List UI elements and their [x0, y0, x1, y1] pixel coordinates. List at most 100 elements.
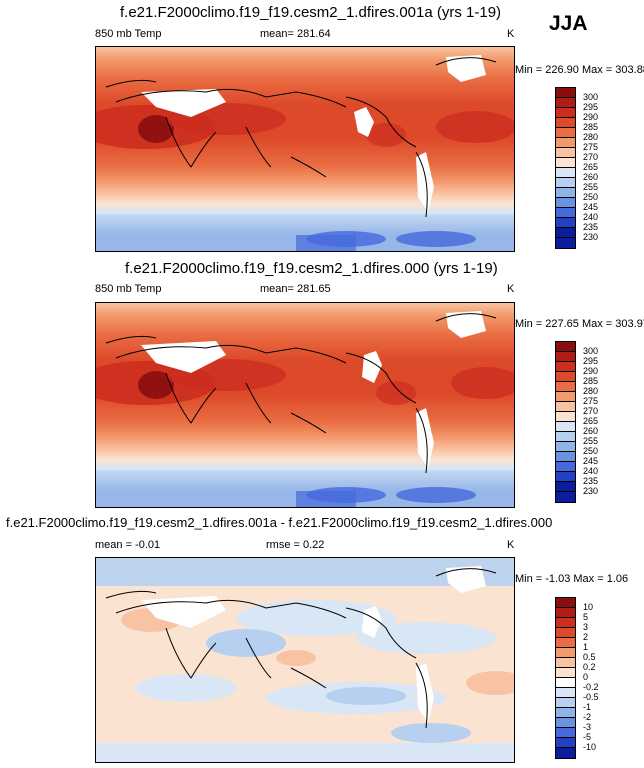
colorbar-swatch — [556, 178, 575, 188]
colorbar-tick-label: 235 — [583, 222, 599, 232]
colorbar-swatch — [556, 688, 575, 698]
colorbar-swatch — [556, 748, 575, 758]
colorbar-swatch — [556, 618, 575, 628]
colorbar-swatch — [556, 442, 575, 452]
colorbar-swatch — [556, 158, 575, 168]
colorbar-swatch — [556, 218, 575, 228]
colorbar-swatch — [556, 352, 575, 362]
panel-1-units-label: K — [507, 28, 515, 40]
colorbar-swatch — [556, 372, 575, 382]
panel-2-units-label: K — [507, 283, 515, 295]
colorbar-swatch — [556, 108, 575, 118]
colorbar-swatch — [556, 188, 575, 198]
colorbar-swatch — [556, 362, 575, 372]
colorbar-tick-label: 10 — [583, 602, 594, 612]
colorbar-tick-label: 270 — [583, 152, 599, 162]
panel-3-rmse-label: rmse = 0.22 — [266, 539, 325, 551]
panel-3-map-field — [96, 558, 514, 762]
colorbar-swatch — [556, 598, 575, 608]
colorbar-tick-label: 285 — [583, 122, 599, 132]
colorbar-swatch — [556, 708, 575, 718]
colorbar-tick-label: 0.5 — [583, 652, 596, 662]
colorbar-tick-label: 235 — [583, 476, 599, 486]
colorbar-tick-label: -5 — [583, 732, 592, 742]
panel-2-variable-label: 850 mb Temp — [95, 283, 162, 295]
colorbar-swatch — [556, 128, 575, 138]
colorbar-swatch — [556, 738, 575, 748]
colorbar-swatch — [556, 168, 575, 178]
colorbar-tick-label: 265 — [583, 416, 599, 426]
colorbar-swatch — [556, 678, 575, 688]
panel-3-colorbar — [555, 597, 576, 759]
colorbar-tick-label: 240 — [583, 212, 599, 222]
colorbar-swatch — [556, 432, 575, 442]
colorbar-tick-label: 255 — [583, 436, 599, 446]
colorbar-swatch — [556, 198, 575, 208]
colorbar-tick-label: 295 — [583, 356, 599, 366]
panel-1-variable-label: 850 mb Temp — [95, 28, 162, 40]
panel-3-mean-label: mean = -0.01 — [95, 539, 161, 551]
panel-2-title: f.e21.F2000climo.f19_f19.cesm2_1.dfires.… — [125, 260, 498, 277]
colorbar-swatch — [556, 638, 575, 648]
colorbar-tick-label: 0 — [583, 672, 589, 682]
panel-2-mean-label: mean= 281.65 — [260, 283, 331, 295]
colorbar-swatch — [556, 88, 575, 98]
colorbar-swatch — [556, 658, 575, 668]
colorbar-swatch — [556, 422, 575, 432]
colorbar-tick-label: -1 — [583, 702, 592, 712]
colorbar-tick-label: 5 — [583, 612, 589, 622]
colorbar-tick-label: 280 — [583, 132, 599, 142]
season-label: JJA — [549, 12, 588, 35]
panel-2-map — [95, 302, 515, 508]
panel-1-colorbar — [555, 87, 576, 249]
colorbar-swatch — [556, 452, 575, 462]
colorbar-swatch — [556, 648, 575, 658]
colorbar-tick-label: 255 — [583, 182, 599, 192]
colorbar-tick-label: -2 — [583, 712, 592, 722]
colorbar-swatch — [556, 608, 575, 618]
colorbar-tick-label: 290 — [583, 366, 599, 376]
panel-3-title: f.e21.F2000climo.f19_f19.cesm2_1.dfires.… — [6, 515, 553, 530]
panel-3-map — [95, 557, 515, 763]
colorbar-tick-label: 2 — [583, 632, 589, 642]
colorbar-tick-label: 300 — [583, 346, 599, 356]
colorbar-tick-label: 250 — [583, 192, 599, 202]
panel-2-minmax-label: Min = 227.65 Max = 303.97 — [515, 318, 644, 330]
colorbar-swatch — [556, 462, 575, 472]
colorbar-swatch — [556, 482, 575, 492]
colorbar-tick-label: 230 — [583, 232, 599, 242]
colorbar-swatch — [556, 98, 575, 108]
colorbar-tick-label: 245 — [583, 456, 599, 466]
colorbar-swatch — [556, 472, 575, 482]
panel-2-colorbar — [555, 341, 576, 503]
panel-2-map-field — [96, 303, 514, 507]
panel-1-map — [95, 46, 515, 252]
colorbar-tick-label: -10 — [583, 742, 597, 752]
colorbar-swatch — [556, 138, 575, 148]
colorbar-tick-label: 1 — [583, 642, 589, 652]
colorbar-tick-label: 245 — [583, 202, 599, 212]
colorbar-swatch — [556, 698, 575, 708]
panel-3-minmax-label: Min = -1.03 Max = 1.06 — [515, 573, 629, 585]
colorbar-swatch — [556, 492, 575, 502]
colorbar-swatch — [556, 342, 575, 352]
colorbar-swatch — [556, 148, 575, 158]
colorbar-tick-label: 295 — [583, 102, 599, 112]
panel-1-title: f.e21.F2000climo.f19_f19.cesm2_1.dfires.… — [120, 4, 502, 21]
colorbar-tick-label: 290 — [583, 112, 599, 122]
colorbar-swatch — [556, 402, 575, 412]
colorbar-swatch — [556, 628, 575, 638]
colorbar-tick-label: 260 — [583, 426, 599, 436]
colorbar-tick-label: 285 — [583, 376, 599, 386]
colorbar-tick-label: 230 — [583, 486, 599, 496]
colorbar-tick-label: 280 — [583, 386, 599, 396]
panel-1-map-field — [96, 47, 514, 251]
colorbar-swatch — [556, 228, 575, 238]
colorbar-swatch — [556, 238, 575, 248]
colorbar-swatch — [556, 668, 575, 678]
colorbar-tick-label: 275 — [583, 396, 599, 406]
colorbar-tick-label: -3 — [583, 722, 592, 732]
colorbar-tick-label: 3 — [583, 622, 589, 632]
colorbar-swatch — [556, 382, 575, 392]
panel-1-minmax-label: Min = 226.90 Max = 303.88 — [515, 64, 644, 76]
